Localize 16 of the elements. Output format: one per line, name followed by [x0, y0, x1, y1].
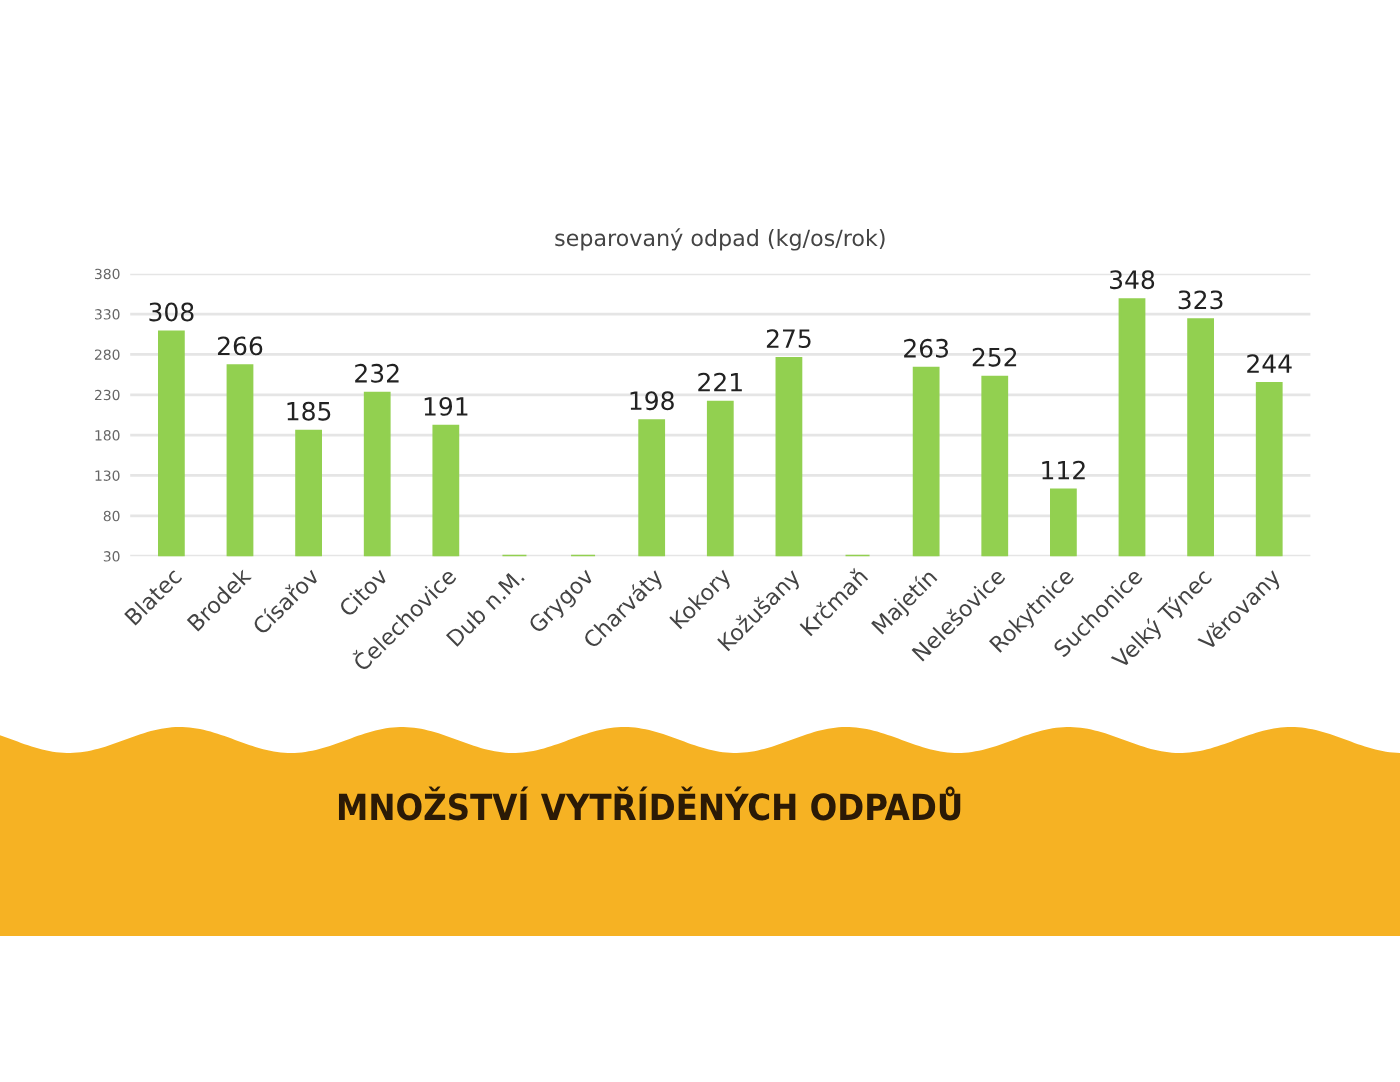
- data-label: 275: [766, 329, 811, 349]
- chart-title: separovaný odpad (kg/os/rok): [555, 228, 885, 251]
- data-label: 244: [1247, 354, 1292, 373]
- data-label: 308: [149, 302, 194, 322]
- data-label: 191: [424, 396, 468, 416]
- data-label: 266: [217, 336, 263, 356]
- data-label: 232: [355, 363, 399, 383]
- data-label: 185: [287, 401, 331, 421]
- data-label: 263: [904, 338, 948, 358]
- data-label: 221: [698, 372, 742, 392]
- data-label: 198: [630, 391, 674, 411]
- data-label: 323: [1178, 290, 1223, 310]
- data-label: 252: [972, 347, 1017, 367]
- data-label: 112: [1042, 460, 1085, 480]
- text: MNOŽSTVÍ VYTŘÍDĚNÝCH ODPADŮ: [338, 786, 961, 821]
- data-label: 348: [1110, 270, 1155, 290]
